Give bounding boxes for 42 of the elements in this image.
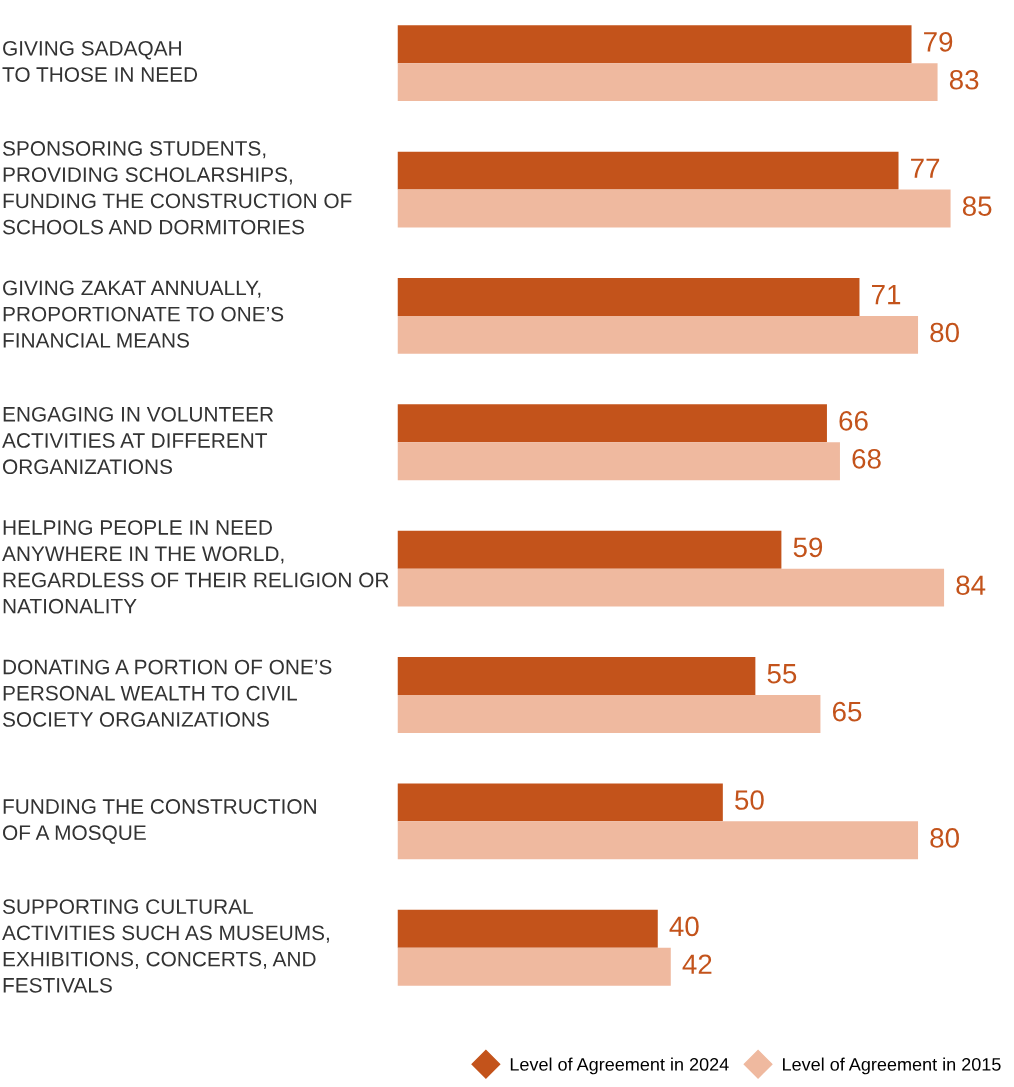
data-label: 85 [962, 196, 992, 216]
bar [397, 151, 899, 190]
y-tick-label: FUNDING THE CONSTRUCTION OF A MOSQUE [3, 799, 316, 844]
data-label: 83 [949, 69, 979, 90]
bar [397, 783, 723, 822]
bar [397, 404, 827, 443]
data-label: 84 [956, 575, 986, 596]
bar [397, 821, 919, 860]
data-label: 55 [767, 664, 797, 684]
y-tick-label: ENGAGING IN VOLUNTEER ACTIVITIES AT DIFFERENT ORGANIZATIONS [2, 406, 274, 475]
y-tick-label: HELPING PEOPLE IN NEED ANYWHERE IN THE WORLD, REGARDLESS OF THEIR RELIGION OR NATIONALITY [2, 520, 389, 614]
data-label: 42 [682, 954, 712, 974]
bar [397, 25, 912, 64]
y-tick-label: SPONSORING STUDENTS, PROVIDING SCHOLARSHIPS, FUNDING THE CONSTRUCTION OF SCHOOLS AND DORMITORIES [2, 141, 352, 235]
bar [397, 909, 658, 948]
data-label: 80 [930, 828, 959, 848]
y-tick-label: SUPPORTING CULTURAL ACTIVITIES SUCH AS MUSEUMS, EXHIBITIONS, CONCERTS, AND FESTIVALS [2, 899, 329, 993]
data-label: 40 [669, 916, 699, 937]
bar [397, 657, 756, 695]
data-label: 79 [924, 32, 953, 52]
bar [397, 278, 860, 316]
bar [397, 442, 840, 481]
data-label: 65 [832, 701, 862, 722]
bar [397, 530, 782, 569]
bar [397, 315, 919, 354]
y-tick-label: DONATING A PORTION OF ONE’S PERSONAL WEALTH TO CIVIL SOCIETY ORGANIZATIONS [2, 659, 332, 727]
bar [397, 947, 671, 986]
data-label: 59 [793, 537, 823, 558]
bar [397, 189, 951, 228]
y-tick-label: GIVING ZAKAT ANNUALLY, PROPORTIONATE TO ONE’S FINANCIAL MEANS [3, 280, 284, 348]
legend-label: Level of Agreement in 2015 [783, 1057, 1001, 1075]
data-label: 68 [852, 449, 881, 469]
y-tick-label: GIVING SADAQAH TO THOSE IN NEED [2, 40, 198, 82]
data-label: 71 [872, 285, 901, 305]
data-label: 66 [839, 411, 868, 431]
data-label: 77 [911, 158, 940, 178]
bar [397, 568, 945, 607]
bar [397, 695, 821, 733]
data-label: 80 [930, 322, 959, 343]
bar [397, 63, 938, 102]
data-label: 50 [735, 790, 764, 810]
legend-label: Level of Agreement in 2024 [510, 1057, 729, 1075]
